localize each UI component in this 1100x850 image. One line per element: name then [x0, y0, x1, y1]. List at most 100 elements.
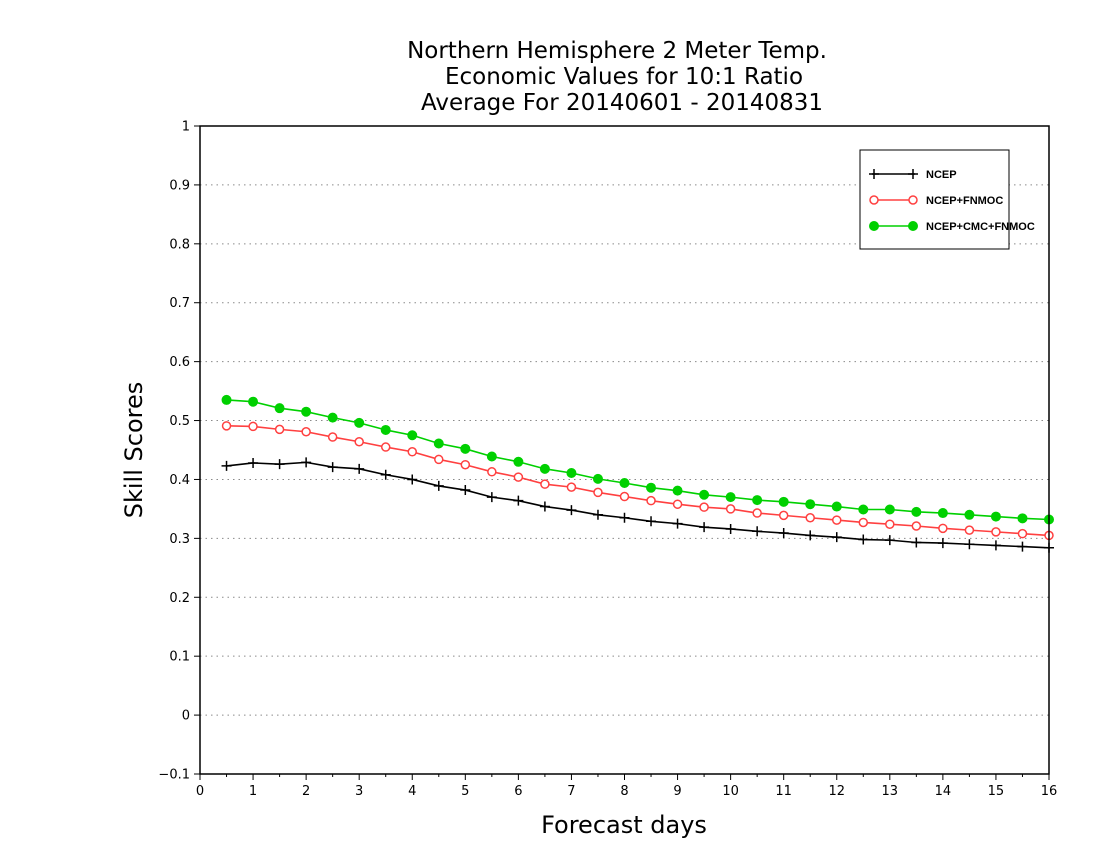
y-tick-label: 0.5 [169, 414, 190, 429]
x-tick-label: 5 [461, 784, 469, 799]
data-point [778, 528, 789, 539]
data-point [513, 456, 524, 467]
data-point [991, 527, 1001, 537]
data-point [274, 403, 285, 414]
data-point [354, 437, 364, 447]
series-0 [221, 457, 1054, 553]
legend-entry-2: NCEP+CMC+FNMOC [869, 221, 1035, 233]
data-point [672, 518, 683, 529]
data-point [301, 426, 311, 437]
data-point [646, 495, 656, 506]
y-tick-label: 0.9 [169, 178, 190, 193]
series-1 [221, 421, 1054, 541]
data-point [380, 469, 391, 480]
data-point [672, 499, 683, 509]
data-point [858, 534, 869, 545]
data-point [539, 501, 550, 512]
data-point [592, 509, 603, 520]
data-point [327, 462, 338, 473]
data-point [354, 417, 365, 428]
x-tick-label: 11 [775, 784, 792, 799]
data-point [725, 523, 736, 534]
data-point [380, 424, 391, 435]
y-tick-label: 0 [182, 709, 190, 724]
y-tick-label: 1 [182, 120, 190, 135]
data-point [407, 430, 418, 441]
data-point [858, 504, 869, 515]
data-point [592, 473, 603, 484]
y-tick-label: 0.1 [169, 650, 190, 665]
data-point [885, 519, 895, 529]
legend-swatch-marker [908, 169, 918, 179]
x-tick-label: 13 [882, 784, 899, 799]
data-point [486, 492, 497, 503]
data-point [831, 501, 842, 512]
series-layer [221, 394, 1054, 553]
data-point [460, 443, 471, 454]
x-tick-label: 14 [935, 784, 952, 799]
x-tick-label: 6 [514, 784, 522, 799]
data-point [646, 516, 657, 527]
x-tick-label: 15 [988, 784, 1005, 799]
data-point [301, 457, 312, 468]
data-point [433, 480, 444, 491]
data-point [964, 509, 975, 520]
plot-frame [199, 125, 1050, 775]
data-point [805, 499, 816, 510]
data-point [938, 523, 948, 534]
data-point [460, 459, 471, 470]
data-point [248, 421, 258, 432]
data-point [460, 485, 471, 496]
y-tick-label: 0.2 [169, 591, 190, 606]
data-point [778, 510, 789, 521]
data-point [990, 540, 1001, 551]
data-point [1017, 528, 1028, 539]
data-point [646, 482, 657, 493]
legend-entry-1: NCEP+FNMOC [869, 195, 1003, 207]
data-point [964, 525, 975, 535]
series-2 [221, 394, 1054, 525]
y-tick-label: 0.7 [169, 296, 190, 311]
data-point [407, 474, 418, 485]
chart-title-line-2: Economic Values for 10:1 Ratio [445, 64, 803, 90]
data-point [274, 424, 285, 435]
data-point [540, 479, 550, 489]
data-point [1017, 541, 1028, 552]
data-point [752, 495, 763, 506]
data-point [1017, 513, 1028, 524]
data-point [805, 512, 815, 523]
data-point [433, 438, 444, 449]
x-tick-label: 9 [673, 784, 681, 799]
legend-swatch-marker [908, 221, 918, 231]
data-point [725, 504, 736, 514]
y-tick-label: −0.1 [158, 768, 190, 783]
data-point [380, 442, 391, 452]
data-point [911, 537, 922, 548]
data-point [778, 496, 789, 507]
data-point [327, 432, 338, 442]
data-point [990, 511, 1001, 522]
legend-swatch-marker [869, 169, 879, 179]
data-point [672, 485, 683, 496]
x-tick-label: 1 [249, 784, 257, 799]
data-point [619, 491, 630, 502]
data-point [699, 522, 710, 533]
data-point [221, 394, 232, 405]
y-axis-label: Skill Scores [120, 382, 148, 519]
legend-entries: NCEP NCEP+FNMOC NCEP+CMC+FNMOC [869, 169, 1035, 233]
y-tick-label: 0.6 [169, 355, 190, 370]
y-tick-label: 0.4 [169, 473, 190, 488]
data-point [911, 506, 922, 517]
x-tick-label: 2 [302, 784, 310, 799]
x-tick-label: 0 [196, 784, 204, 799]
data-point [964, 539, 975, 550]
data-point [752, 508, 762, 518]
data-point [248, 457, 259, 468]
data-point [619, 477, 630, 488]
data-point [858, 517, 869, 528]
data-point [937, 508, 948, 519]
data-point [486, 451, 497, 462]
x-tick-label: 12 [828, 784, 845, 799]
x-tick-label: 8 [620, 784, 628, 799]
